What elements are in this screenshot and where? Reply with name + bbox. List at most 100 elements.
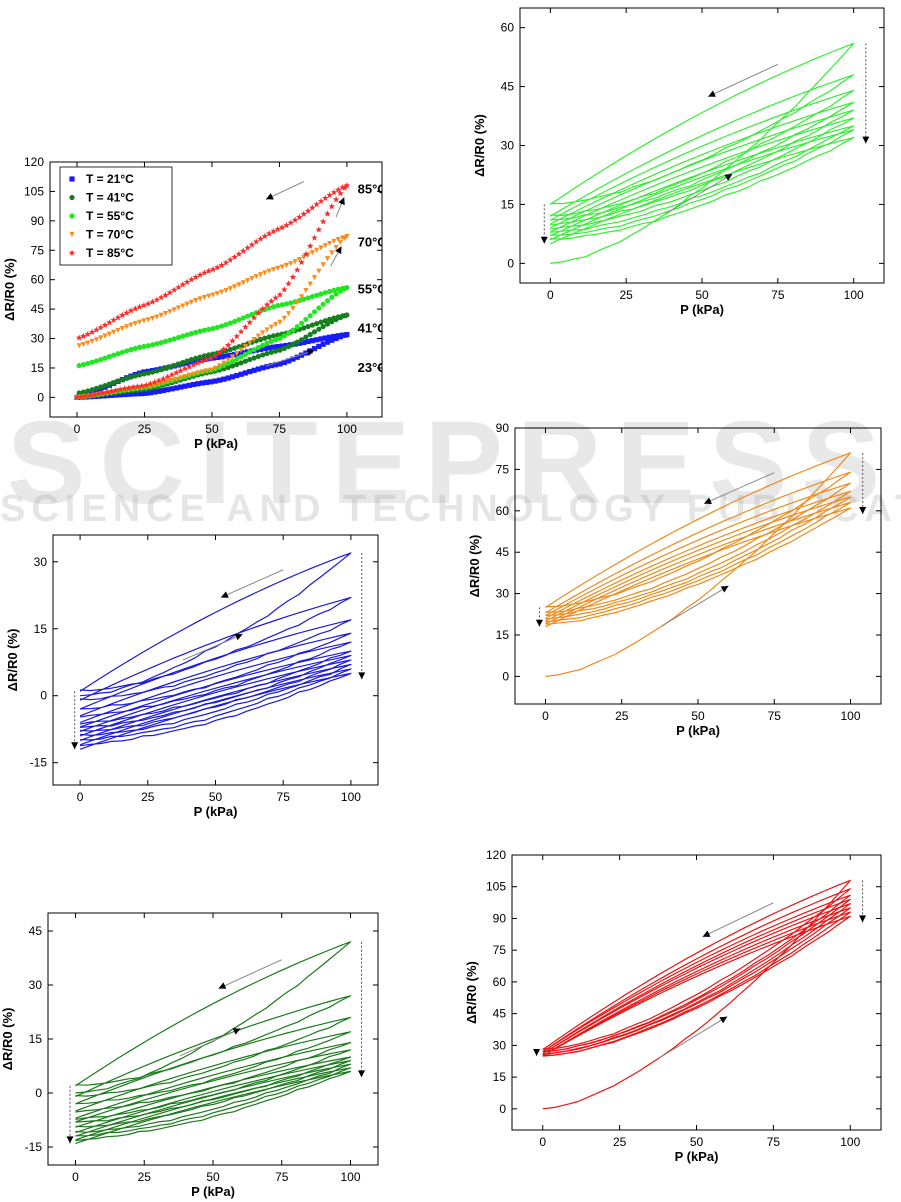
y-tick-label: 75 xyxy=(493,943,507,957)
cycle-loop xyxy=(550,109,855,229)
direction-arrow-head xyxy=(720,585,729,593)
data-point xyxy=(262,270,268,276)
data-point xyxy=(183,278,191,285)
cycle-loop xyxy=(550,129,855,241)
data-point xyxy=(250,314,258,321)
data-point xyxy=(318,245,324,251)
y-tick-label: 30 xyxy=(29,978,43,992)
data-point xyxy=(268,349,274,355)
cycle-loop xyxy=(542,898,851,1055)
cycle-loop xyxy=(79,552,352,697)
x-tick-label: 50 xyxy=(205,422,219,436)
data-point xyxy=(273,362,279,368)
x-tick-label: 100 xyxy=(840,709,860,723)
data-point xyxy=(251,355,257,361)
data-point xyxy=(184,358,190,364)
y-tick-label: 75 xyxy=(496,462,510,476)
data-point xyxy=(240,350,246,356)
direction-arrow-head xyxy=(724,174,733,181)
direction-arrow-head xyxy=(859,507,867,515)
data-point xyxy=(296,213,303,220)
data-point xyxy=(262,335,268,341)
data-point xyxy=(86,392,94,399)
cycle-loop xyxy=(545,496,852,622)
data-point xyxy=(320,301,326,307)
data-point xyxy=(98,356,104,363)
data-point xyxy=(111,380,117,386)
x-axis-label: P (kPa) xyxy=(680,302,724,317)
data-point xyxy=(73,394,81,401)
y-axis-label: ΔR/R0 (%) xyxy=(5,629,20,692)
direction-arrow-line xyxy=(265,349,315,367)
data-point xyxy=(145,300,152,307)
legend-label: T = 21°C xyxy=(86,172,134,186)
data-point xyxy=(223,287,229,294)
data-point xyxy=(158,312,164,318)
x-axis-label: P (kPa) xyxy=(675,1149,719,1164)
data-point xyxy=(223,353,229,359)
y-tick-label: 60 xyxy=(496,504,510,518)
data-point xyxy=(329,294,335,300)
y-tick-label: 0 xyxy=(40,689,47,703)
data-point xyxy=(266,268,272,274)
data-point xyxy=(316,305,322,311)
data-point xyxy=(197,296,203,302)
data-point xyxy=(210,292,216,298)
data-point xyxy=(128,322,134,328)
data-point xyxy=(324,339,331,345)
data-point xyxy=(106,381,112,387)
data-point xyxy=(318,291,324,297)
x-tick-label: 0 xyxy=(74,422,81,436)
data-point xyxy=(124,348,130,354)
data-point xyxy=(155,377,163,384)
data-point xyxy=(272,294,279,301)
data-point xyxy=(199,380,205,386)
y-tick-label: 0 xyxy=(499,1102,506,1116)
y-tick-label: 60 xyxy=(501,21,515,35)
data-point xyxy=(190,361,197,368)
data-point xyxy=(335,333,341,339)
data-point xyxy=(247,369,253,375)
data-point xyxy=(175,305,182,311)
cycle-loop xyxy=(542,879,851,1110)
cycle-loop xyxy=(550,101,855,225)
data-point xyxy=(152,389,158,395)
direction-arrow-head xyxy=(234,633,243,641)
data-point xyxy=(283,262,290,269)
data-point xyxy=(160,380,166,386)
data-point xyxy=(229,337,236,344)
data-point xyxy=(244,313,251,319)
direction-arrow-head xyxy=(358,672,366,680)
cycle-loop xyxy=(79,663,352,741)
data-point xyxy=(294,339,300,345)
data-point xyxy=(216,377,223,383)
data-point xyxy=(222,259,230,266)
cycle-loop xyxy=(542,907,851,1057)
data-point xyxy=(119,377,125,383)
plot-area xyxy=(535,452,867,677)
data-point xyxy=(268,297,275,304)
data-point xyxy=(305,323,311,330)
cycle-loop xyxy=(550,117,855,233)
data-point xyxy=(255,344,261,351)
data-point xyxy=(268,338,274,345)
data-point xyxy=(134,391,141,397)
data-point xyxy=(339,235,346,241)
data-point xyxy=(197,357,203,363)
data-point xyxy=(311,275,318,281)
data-point xyxy=(193,355,199,361)
data-point xyxy=(154,341,160,347)
data-point xyxy=(208,379,214,385)
data-point xyxy=(286,311,292,317)
data-point xyxy=(289,273,297,280)
x-tick-label: 25 xyxy=(613,1135,627,1149)
data-point xyxy=(182,374,188,380)
data-point xyxy=(80,332,87,339)
data-point xyxy=(196,271,204,278)
data-point xyxy=(158,367,164,373)
x-tick-label: 0 xyxy=(542,709,549,723)
data-point xyxy=(327,316,333,322)
data-point xyxy=(145,317,151,323)
data-point xyxy=(193,329,199,335)
data-point xyxy=(322,318,328,324)
